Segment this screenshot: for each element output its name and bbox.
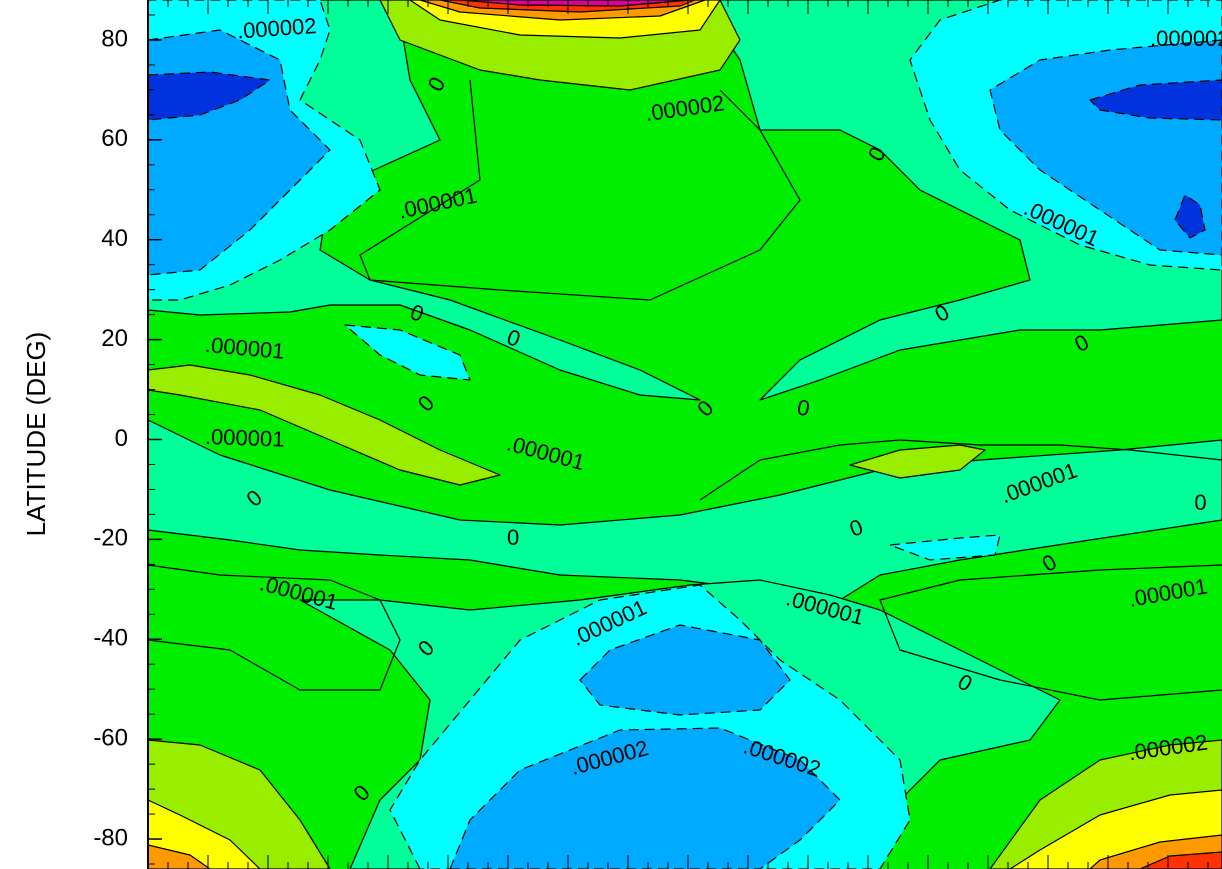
contour-line — [879, 564, 1222, 701]
band-red-se — [1139, 851, 1222, 869]
y-tick-label: 60 — [101, 125, 128, 152]
band-darkblue-ne — [1089, 79, 1222, 121]
band-darkblue-nw — [148, 71, 271, 121]
tick-marks — [148, 0, 1209, 869]
band-cyan-small-s — [889, 534, 1001, 561]
band-lime-nw-eq — [148, 364, 501, 486]
y-tick-label: -40 — [93, 625, 128, 652]
contour-label: .000001 — [205, 424, 285, 452]
contour-label: 0 — [1194, 490, 1206, 515]
band-orange-sw — [148, 844, 211, 869]
y-tick-label: 80 — [101, 25, 128, 52]
contour-line — [148, 564, 401, 691]
contour-label: .000002 — [1150, 26, 1222, 51]
contour-lines-extra — [148, 79, 1222, 701]
contour-label: .000002 — [236, 13, 317, 43]
band-cyan-small-n — [344, 324, 471, 381]
band-magenta-n — [459, 0, 691, 7]
contour-fill-layer — [148, 0, 1222, 869]
y-tick-labels: 80 60 40 20 0 -20 -40 -60 -80 — [93, 25, 128, 851]
y-tick-label: 0 — [115, 425, 128, 452]
plot-frame — [147, 0, 1209, 869]
y-tick-label: -80 — [93, 824, 128, 851]
band-blue-s2 — [449, 727, 841, 869]
y-tick-label: -20 — [93, 525, 128, 552]
band-lime-e-eq — [849, 444, 986, 479]
y-tick-label: -60 — [93, 724, 128, 751]
y-tick-label: 40 — [101, 225, 128, 252]
y-axis-title: LATITUDE (DEG) — [21, 332, 51, 537]
y-tick-label: 20 — [101, 325, 128, 352]
contour-line — [699, 439, 1222, 501]
band-darkblue-ne-spot — [1174, 194, 1206, 239]
contour-line — [359, 79, 801, 301]
contour-label: 0 — [795, 394, 811, 421]
band-blue-s1 — [579, 624, 791, 716]
contour-label: 0 — [507, 525, 519, 550]
